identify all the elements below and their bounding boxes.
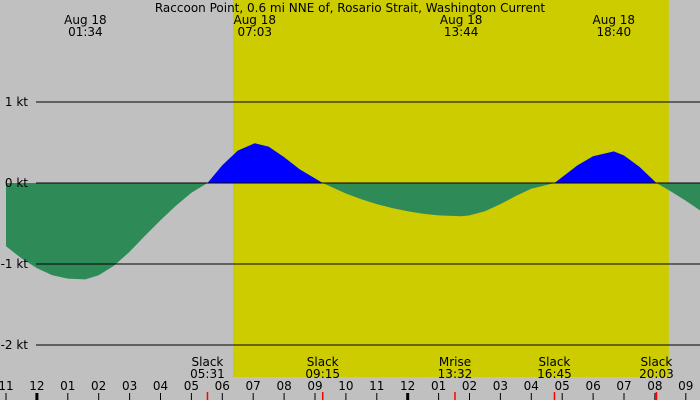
x-tick-label: 06 [585, 379, 600, 393]
bottom-event-label: Slack [192, 355, 224, 369]
x-tick-label: 01 [431, 379, 446, 393]
x-tick-label: 07 [246, 379, 261, 393]
ebb-area [322, 183, 555, 217]
x-tick-label: 02 [91, 379, 106, 393]
top-event-date: Aug 18 [440, 13, 483, 27]
flood-area [207, 143, 323, 183]
bottom-event-label: Slack [539, 355, 571, 369]
x-tick-label: 05 [184, 379, 199, 393]
bottom-event-time: 05:31 [190, 367, 225, 381]
x-tick-label: 12 [29, 379, 44, 393]
x-tick-label: 04 [524, 379, 539, 393]
bottom-event-label: Mrise [439, 355, 471, 369]
bottom-event-time: 09:15 [305, 367, 340, 381]
bottom-event-time: 20:03 [639, 367, 674, 381]
x-tick-label: 02 [462, 379, 477, 393]
bottom-event-time: 16:45 [537, 367, 572, 381]
current-area-layer [6, 143, 700, 280]
x-axis-ticks: 11 12 01 02 03 04 05 06 07 08 09 10 11 12 01 02 03 04 05 06… [0, 379, 693, 400]
x-tick-label: 07 [616, 379, 631, 393]
ebb-area [6, 183, 208, 280]
ebb-area [656, 183, 700, 211]
y-tick-label: 0 kt [5, 176, 28, 190]
bottom-event-label: Slack [307, 355, 339, 369]
x-tick-label: 01 [60, 379, 75, 393]
y-tick-label: 1 kt [5, 95, 28, 109]
y-tick-label: -2 kt [1, 338, 29, 352]
x-tick-label: 06 [215, 379, 230, 393]
chart-title: Raccoon Point, 0.6 mi NNE of, Rosario St… [155, 1, 546, 15]
top-event-time: 18:40 [597, 25, 632, 39]
x-tick-label: 04 [153, 379, 168, 393]
top-event-date: Aug 18 [233, 13, 276, 27]
x-tick-label: 11 [0, 379, 14, 393]
x-tick-label: 11 [369, 379, 384, 393]
x-tick-label: 03 [122, 379, 137, 393]
top-event-date: Aug 18 [64, 13, 107, 27]
x-tick-label: 09 [307, 379, 322, 393]
x-tick-label: 03 [493, 379, 508, 393]
x-tick-label: 08 [647, 379, 662, 393]
top-event-date: Aug 18 [593, 13, 636, 27]
bottom-event-time: 13:32 [438, 367, 473, 381]
y-tick-label: -1 kt [1, 257, 29, 271]
top-event-time: 13:44 [444, 25, 479, 39]
gridlines [36, 101, 700, 346]
x-tick-label: 10 [338, 379, 353, 393]
y-tick-labels: 1 kt 0 kt -1 kt -2 kt [1, 95, 29, 352]
x-tick-label: 08 [276, 379, 291, 393]
flood-area [554, 151, 657, 183]
top-event-time: 01:34 [68, 25, 103, 39]
x-tick-label: 12 [400, 379, 415, 393]
x-tick-label: 05 [555, 379, 570, 393]
top-event-time: 07:03 [237, 25, 272, 39]
x-tick-label: 09 [678, 379, 693, 393]
bottom-event-label: Slack [641, 355, 673, 369]
bottom-event-labels: Slack05:31Slack09:15Mrise13:32Slack16:45… [190, 355, 674, 400]
